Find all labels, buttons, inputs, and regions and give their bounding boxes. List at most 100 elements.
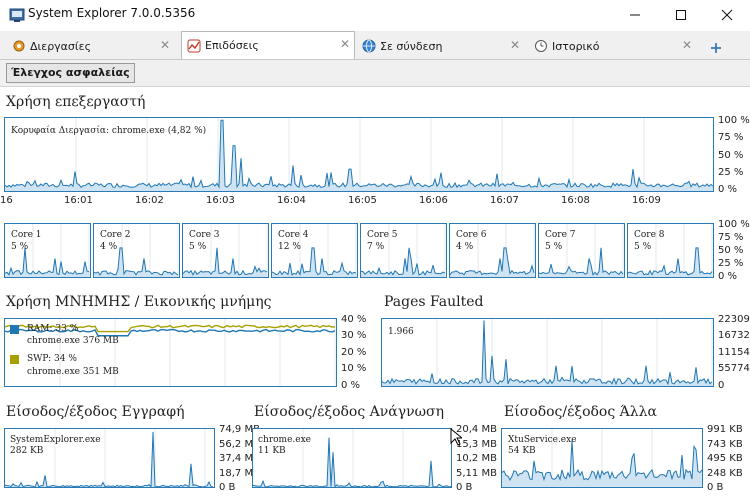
y-tick-label: 50 % bbox=[718, 245, 744, 256]
series-line bbox=[5, 119, 713, 189]
core-name: Core 7 bbox=[545, 230, 576, 240]
time-axis: 16 16:01 16:02 16:03 16:04 16:05 16:06 16:07 16:… bbox=[0, 195, 714, 209]
y-tick-label: 0 B bbox=[219, 482, 236, 493]
core-plot bbox=[183, 224, 268, 277]
io-other-value: 54 KB bbox=[508, 446, 536, 456]
series-line bbox=[5, 247, 90, 276]
core-name: Core 5 bbox=[367, 230, 398, 240]
tab-processes[interactable]: Διεργασίες ✕ bbox=[12, 33, 174, 59]
performance-icon bbox=[187, 39, 201, 52]
cpu-top-process-caption: Κορυφαία Διεργασία: chrome.exe (4,82 %) bbox=[11, 126, 207, 136]
cpu-usage-title: Χρήση επεξεργαστή bbox=[6, 94, 146, 110]
gear-icon bbox=[13, 40, 25, 52]
series-line bbox=[502, 440, 702, 482]
io-read-title: Είσοδος/έξοδος Ανάγνωση bbox=[254, 404, 444, 420]
series-area bbox=[5, 247, 90, 277]
tab-online-label: Σε σύνδεση bbox=[380, 39, 443, 53]
swp-top-process: chrome.exe 351 MB bbox=[27, 367, 119, 377]
time-tick-label: 16:06 bbox=[419, 195, 448, 206]
close-tab-icon[interactable]: ✕ bbox=[159, 38, 170, 52]
maximize-icon bbox=[676, 10, 686, 20]
y-tick-label: 25 % bbox=[718, 167, 744, 178]
memory-usage-plot bbox=[5, 319, 336, 386]
y-tick-label: 0 % bbox=[718, 184, 738, 195]
mouse-cursor-icon bbox=[450, 428, 462, 446]
y-tick-label: 10,2 MB bbox=[456, 453, 497, 464]
new-tab-button[interactable] bbox=[710, 39, 722, 58]
y-tick-label: 15,3 MB bbox=[456, 439, 497, 450]
core-graph: Core 5 7 % bbox=[360, 223, 447, 278]
y-tick-label: 991 KB bbox=[707, 424, 743, 435]
series-line bbox=[183, 247, 268, 276]
tab-performance-label: Επιδόσεις bbox=[205, 39, 259, 52]
swp-legend-swatch bbox=[10, 355, 19, 364]
series-line bbox=[382, 320, 713, 386]
core-usage: 4 % bbox=[456, 242, 474, 252]
core-usage: 4 % bbox=[100, 242, 118, 252]
core-usage: 7 % bbox=[367, 242, 385, 252]
y-tick-label: 75 % bbox=[718, 132, 744, 143]
time-tick-label: 16:03 bbox=[206, 195, 235, 206]
series-area bbox=[183, 247, 268, 277]
core-graph: Core 6 4 % bbox=[449, 223, 536, 278]
series-line bbox=[361, 247, 446, 276]
y-tick-label: 25 % bbox=[718, 258, 744, 269]
close-window-button[interactable] bbox=[704, 0, 750, 30]
security-check-button[interactable]: Έλεγχος ασφαλείας bbox=[6, 63, 135, 83]
series-line bbox=[450, 247, 535, 276]
tab-history[interactable]: Ιστορικό ✕ bbox=[534, 33, 696, 59]
core-graph: Core 8 5 % bbox=[627, 223, 714, 278]
close-tab-icon[interactable]: ✕ bbox=[339, 37, 350, 51]
io-read-process: chrome.exe bbox=[258, 435, 312, 445]
y-tick-label: 50 % bbox=[718, 150, 744, 161]
io-other-graph: XtuService.exe 54 KB bbox=[501, 428, 703, 488]
title-bar: System Explorer 7.0.0.5356 bbox=[0, 0, 750, 30]
io-read-value: 11 KB bbox=[258, 446, 286, 456]
y-tick-label: 0 bbox=[718, 380, 725, 391]
core-usage: 5 % bbox=[189, 242, 207, 252]
y-tick-label: 100 % bbox=[718, 219, 750, 230]
memory-usage-graph: RAM: 33 % chrome.exe 376 MB SWP: 34 % ch… bbox=[4, 318, 337, 387]
ram-usage-label: RAM: 33 % bbox=[27, 324, 79, 334]
pages-faulted-graph: 1.966 bbox=[381, 318, 714, 387]
core-graph: Core 1 5 % bbox=[4, 223, 91, 278]
close-tab-icon[interactable]: ✕ bbox=[681, 38, 692, 52]
tab-online[interactable]: Σε σύνδεση ✕ bbox=[362, 33, 524, 59]
ram-legend-swatch bbox=[10, 325, 19, 334]
time-tick-label: 16 bbox=[0, 195, 13, 206]
core-usage: 5 % bbox=[545, 242, 563, 252]
core-name: Core 1 bbox=[11, 230, 42, 240]
memory-series-line bbox=[5, 324, 336, 333]
core-name: Core 4 bbox=[278, 230, 309, 240]
io-write-plot bbox=[5, 429, 214, 487]
y-tick-label: 0 B bbox=[456, 482, 473, 493]
y-tick-label: 20,4 MB bbox=[456, 424, 497, 435]
close-tab-icon[interactable]: ✕ bbox=[509, 38, 520, 52]
app-icon bbox=[9, 8, 25, 22]
tab-performance[interactable]: Επιδόσεις ✕ bbox=[181, 31, 355, 59]
core-usage: 5 % bbox=[634, 242, 652, 252]
y-tick-label: 20 % bbox=[341, 347, 367, 358]
globe-icon bbox=[362, 39, 376, 53]
y-tick-label: 30 % bbox=[341, 330, 367, 341]
series-area bbox=[94, 247, 179, 277]
y-tick-label: 5,11 MB bbox=[456, 468, 497, 479]
core-name: Core 8 bbox=[634, 230, 665, 240]
core-name: Core 2 bbox=[100, 230, 131, 240]
y-tick-label: 743 KB bbox=[707, 439, 743, 450]
io-other-plot bbox=[502, 429, 702, 487]
series-area bbox=[502, 440, 702, 487]
minimize-button[interactable] bbox=[612, 0, 658, 30]
io-write-title: Είσοδος/έξοδος Εγγραφή bbox=[6, 404, 185, 420]
core-plot bbox=[361, 224, 446, 277]
y-tick-label: 75 % bbox=[718, 232, 744, 243]
maximize-button[interactable] bbox=[658, 0, 704, 30]
io-other-process: XtuService.exe bbox=[508, 435, 577, 445]
pages-faulted-plot bbox=[382, 319, 713, 386]
core-plot bbox=[628, 224, 713, 277]
core-plot bbox=[5, 224, 90, 277]
plus-icon bbox=[711, 43, 721, 53]
io-other-title: Είσοδος/έξοδος Άλλα bbox=[504, 404, 657, 420]
y-tick-label: 223090 bbox=[718, 314, 750, 325]
io-read-graph: chrome.exe 11 KB bbox=[252, 428, 452, 488]
